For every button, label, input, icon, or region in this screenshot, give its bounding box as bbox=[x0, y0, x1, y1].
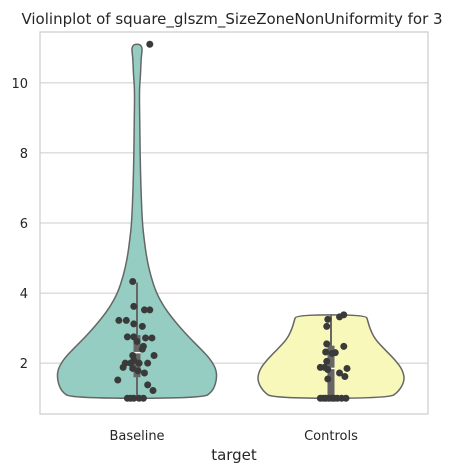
chart-title: Violinplot of square_glszm_SizeZoneNonUn… bbox=[21, 10, 442, 29]
point-controls-12 bbox=[324, 365, 332, 373]
point-baseline-27 bbox=[114, 376, 122, 384]
point-controls-8 bbox=[328, 349, 336, 357]
violins bbox=[56, 43, 405, 399]
x-tick-label-baseline: Baseline bbox=[109, 429, 164, 444]
point-baseline-11 bbox=[142, 334, 150, 342]
violin-baseline bbox=[56, 43, 218, 399]
point-controls-5 bbox=[340, 342, 348, 350]
point-controls-1 bbox=[336, 313, 344, 321]
point-controls-25 bbox=[342, 394, 350, 402]
point-baseline-25 bbox=[134, 367, 142, 375]
point-baseline-34 bbox=[139, 394, 147, 402]
point-controls-9 bbox=[323, 357, 331, 365]
point-baseline-23 bbox=[119, 363, 127, 371]
point-controls-2 bbox=[324, 315, 332, 323]
point-baseline-15 bbox=[138, 345, 146, 353]
point-baseline-29 bbox=[149, 387, 157, 395]
point-baseline-1 bbox=[129, 278, 137, 286]
point-controls-6 bbox=[322, 348, 330, 356]
point-baseline-2 bbox=[130, 302, 138, 310]
point-baseline-4 bbox=[146, 306, 154, 314]
x-axis-label: target bbox=[211, 446, 257, 464]
point-baseline-6 bbox=[122, 316, 130, 324]
point-baseline-21 bbox=[135, 359, 143, 367]
point-baseline-7 bbox=[130, 320, 138, 328]
point-baseline-22 bbox=[144, 359, 152, 367]
point-baseline-8 bbox=[138, 322, 146, 330]
point-controls-15 bbox=[341, 373, 349, 381]
y-tick-label-8: 8 bbox=[20, 147, 28, 162]
x-tick-label-controls: Controls bbox=[304, 429, 358, 444]
point-controls-16 bbox=[324, 375, 332, 383]
point-baseline-0 bbox=[146, 40, 154, 48]
point-baseline-9 bbox=[123, 333, 131, 341]
y-tick-label-6: 6 bbox=[20, 217, 28, 232]
point-baseline-3 bbox=[140, 306, 148, 314]
point-baseline-12 bbox=[148, 334, 156, 342]
iqr-box-controls bbox=[327, 345, 335, 399]
point-baseline-5 bbox=[115, 316, 123, 324]
y-tick-label-4: 4 bbox=[20, 287, 28, 302]
point-controls-4 bbox=[323, 340, 331, 348]
plot-frame bbox=[39, 31, 429, 415]
point-baseline-20 bbox=[127, 359, 135, 367]
point-baseline-17 bbox=[150, 351, 158, 359]
point-baseline-24 bbox=[129, 364, 137, 372]
y-tick-label-2: 2 bbox=[20, 357, 28, 372]
point-controls-3 bbox=[323, 322, 331, 330]
y-tick-label-10: 10 bbox=[11, 77, 28, 92]
point-controls-14 bbox=[336, 369, 344, 377]
point-baseline-28 bbox=[144, 381, 152, 389]
point-baseline-26 bbox=[140, 369, 148, 377]
x-axis-ticks: Baseline Controls bbox=[109, 429, 358, 444]
y-axis-ticks: 2 4 6 8 10 bbox=[11, 77, 28, 372]
iqr-box-baseline bbox=[133, 335, 141, 378]
data-points bbox=[114, 40, 351, 402]
point-baseline-13 bbox=[133, 337, 141, 345]
point-baseline-32 bbox=[130, 394, 138, 402]
point-controls-13 bbox=[343, 364, 351, 372]
